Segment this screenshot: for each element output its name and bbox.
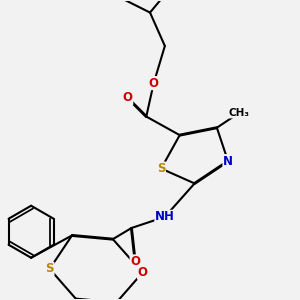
Text: O: O	[130, 255, 140, 268]
Text: CH₃: CH₃	[229, 108, 250, 118]
Text: O: O	[149, 76, 159, 90]
Text: N: N	[223, 154, 233, 168]
Text: O: O	[123, 92, 133, 104]
Text: NH: NH	[155, 210, 175, 224]
Text: O: O	[138, 266, 148, 279]
Text: S: S	[157, 162, 165, 175]
Text: S: S	[45, 262, 54, 275]
